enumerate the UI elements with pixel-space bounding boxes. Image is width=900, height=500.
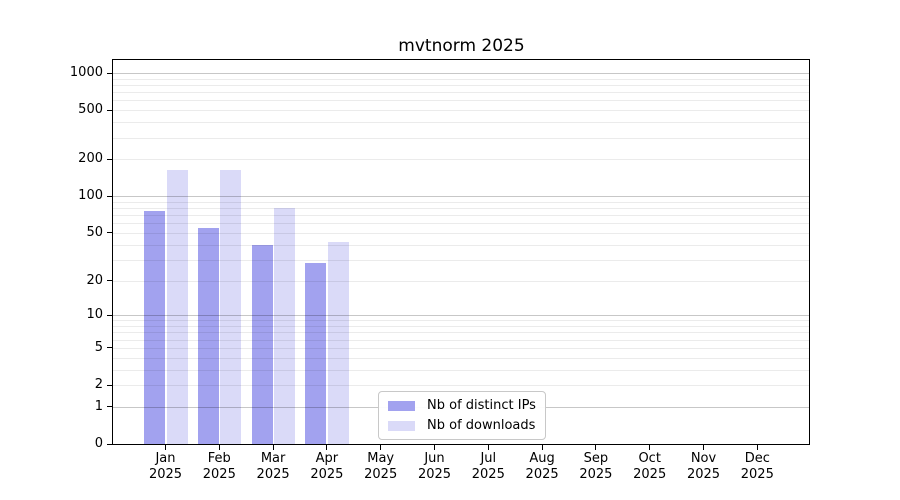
y-tick-mark-0 (107, 443, 113, 445)
bar-downloads-apr (327, 242, 349, 444)
x-tick-label-sep: Sep 2025 (564, 451, 628, 482)
x-tick-year: 2025 (256, 466, 290, 482)
x-tick-month: Jul (480, 451, 497, 466)
x-tick-mark-dec (756, 445, 758, 450)
x-tick-label-oct: Oct 2025 (618, 451, 682, 482)
x-tick-month: Apr (315, 451, 339, 466)
y-tick-mark-10 (107, 314, 113, 316)
y-tick-mark-500 (107, 109, 113, 111)
x-tick-mark-apr (326, 445, 328, 450)
chart-title: mvtnorm 2025 (398, 36, 525, 56)
x-tick-year: 2025 (148, 466, 183, 482)
x-tick-mark-mar (272, 445, 274, 450)
x-tick-mark-nov (703, 445, 704, 450)
x-tick-month: Dec (744, 451, 770, 466)
y-tick-label-0: 0 (94, 436, 103, 451)
x-tick-mark-oct (649, 445, 651, 450)
y-tick-mark-20 (107, 280, 113, 281)
x-tick-label-feb: Feb 2025 (187, 451, 251, 482)
x-tick-year: 2025 (740, 466, 774, 482)
x-tick-year: 2025 (579, 466, 613, 482)
x-tick-year: 2025 (310, 466, 344, 482)
x-tick-year: 2025 (417, 466, 452, 482)
x-tick-mark-aug (541, 445, 543, 450)
y-tick-label-1: 1 (94, 398, 103, 414)
x-tick-year: 2025 (525, 466, 559, 482)
legend-swatch-downloads (388, 420, 415, 431)
y-tick-mark-2 (107, 384, 113, 386)
x-tick-month: Feb (207, 451, 231, 466)
x-tick-label-mar: Mar 2025 (241, 451, 305, 482)
x-tick-month: Jun (424, 451, 445, 466)
y-tick-label-2: 2 (94, 377, 103, 392)
x-tick-mark-feb (218, 445, 220, 450)
legend-label-downloads: Nb of downloads (427, 418, 536, 433)
x-tick-mark-may (380, 445, 382, 450)
legend: Nb of distinct IPs Nb of downloads (378, 391, 546, 440)
x-tick-month: Jan (155, 451, 176, 466)
x-tick-month: Aug (529, 451, 555, 466)
y-tick-mark-200 (107, 158, 113, 160)
x-tick-mark-jan (165, 445, 166, 450)
x-tick-label-nov: Nov 2025 (672, 451, 736, 482)
bar-downloads-feb (220, 169, 242, 444)
legend-item-downloads: Nb of downloads (388, 417, 536, 434)
legend-item-distinct-ips: Nb of distinct IPs (388, 397, 536, 414)
x-tick-mark-sep (595, 445, 597, 450)
x-tick-year: 2025 (202, 466, 236, 482)
x-tick-mark-jun (434, 445, 435, 450)
bar-distinct-ips-apr (305, 263, 327, 444)
x-tick-label-dec: Dec 2025 (725, 451, 789, 482)
bar-distinct-ips-jan (144, 211, 165, 444)
y-tick-mark-1 (107, 406, 113, 408)
plot-area (112, 59, 810, 445)
x-tick-label-jan: Jan 2025 (134, 451, 198, 482)
x-tick-month: May (367, 451, 395, 466)
bar-distinct-ips-feb (197, 227, 219, 444)
y-tick-label-500: 500 (78, 102, 103, 118)
x-tick-label-jul: Jul 2025 (456, 451, 520, 482)
y-tick-label-1000: 1000 (69, 65, 103, 80)
bar-distinct-ips-mar (251, 244, 273, 444)
x-tick-month: Sep (583, 451, 609, 466)
y-tick-mark-50 (107, 232, 113, 234)
y-tick-label-10: 10 (86, 307, 103, 323)
x-tick-year: 2025 (633, 466, 667, 482)
x-tick-month: Oct (638, 451, 661, 466)
x-tick-label-jun: Jun 2025 (403, 451, 467, 482)
x-tick-year: 2025 (686, 466, 721, 482)
x-tick-label-aug: Aug 2025 (510, 451, 574, 482)
x-tick-month: Mar (260, 451, 286, 466)
bars-layer (113, 60, 809, 444)
y-tick-mark-100 (107, 195, 113, 197)
y-tick-label-200: 200 (78, 151, 103, 167)
x-tick-mark-jul (487, 445, 489, 450)
legend-swatch-distinct-ips (388, 400, 415, 411)
x-tick-label-apr: Apr 2025 (295, 451, 359, 482)
x-tick-year: 2025 (364, 466, 398, 482)
y-tick-label-100: 100 (78, 188, 103, 204)
x-tick-month: Nov (690, 451, 717, 466)
legend-label-distinct-ips: Nb of distinct IPs (427, 398, 536, 413)
x-tick-label-may: May 2025 (349, 451, 413, 482)
y-tick-mark-5 (107, 347, 113, 349)
bar-downloads-mar (274, 208, 296, 444)
y-tick-label-20: 20 (86, 272, 103, 288)
y-tick-mark-1000 (107, 72, 113, 74)
y-tick-label-5: 5 (94, 339, 103, 355)
x-tick-year: 2025 (471, 466, 505, 482)
y-tick-label-50: 50 (86, 224, 103, 240)
bar-downloads-jan (166, 169, 188, 444)
